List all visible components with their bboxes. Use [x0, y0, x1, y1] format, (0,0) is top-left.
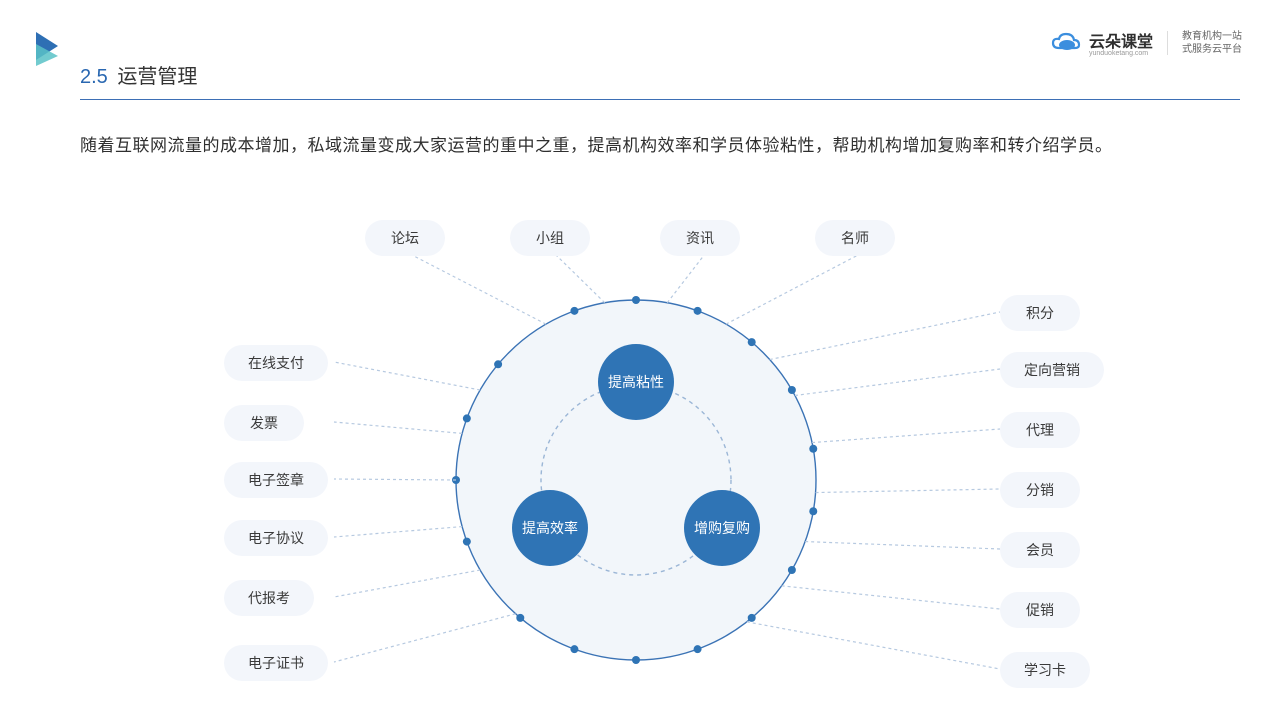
operations-diagram: 提高粘性提高效率 增购复购 论坛 小组 资讯 名师 在线支付发票电子签章电子协议代报考电… [0, 200, 1280, 720]
section-heading: 2.5 运营管理 [80, 60, 1240, 100]
center-node-efficiency: 提高效率 [512, 490, 588, 566]
logo-brand-text: 云朵课堂 [1089, 28, 1153, 52]
header-arrow-icon [36, 32, 64, 71]
pill-item: 代报考 [224, 580, 314, 616]
center-node-repurchase: 增购复购 [684, 490, 760, 566]
pill-item: 学习卡 [1000, 652, 1090, 688]
pill-item: 发票 [224, 405, 304, 441]
logo-divider [1167, 31, 1168, 55]
pill-item: 代理 [1000, 412, 1080, 448]
pill-item: 名师 [815, 220, 895, 256]
pill-item: 促销 [1000, 592, 1080, 628]
section-title-text: 运营管理 [117, 66, 197, 88]
pill-item: 积分 [1000, 295, 1080, 331]
cloud-icon [1051, 32, 1081, 54]
logo-subtitle: yunduoketang.com [1089, 50, 1153, 57]
pill-item: 会员 [1000, 532, 1080, 568]
pill-item: 电子签章 [224, 462, 328, 498]
pill-item: 分销 [1000, 472, 1080, 508]
pill-item: 资讯 [660, 220, 740, 256]
pill-item: 电子证书 [224, 645, 328, 681]
section-description: 随着互联网流量的成本增加，私域流量变成大家运营的重中之重，提高机构效率和学员体验… [80, 130, 1220, 162]
pill-item: 小组 [510, 220, 590, 256]
center-node-stickiness: 提高粘性 [598, 344, 674, 420]
pill-item: 定向营销 [1000, 352, 1104, 388]
pill-item: 在线支付 [224, 345, 328, 381]
pill-item: 论坛 [365, 220, 445, 256]
brand-logo: 云朵课堂 yunduoketang.com 教育机构一站 式服务云平台 [1051, 28, 1242, 57]
section-number: 2.5 [80, 66, 108, 88]
logo-slogan: 教育机构一站 式服务云平台 [1182, 30, 1242, 56]
title-underline [80, 99, 1240, 100]
pill-item: 电子协议 [224, 520, 328, 556]
